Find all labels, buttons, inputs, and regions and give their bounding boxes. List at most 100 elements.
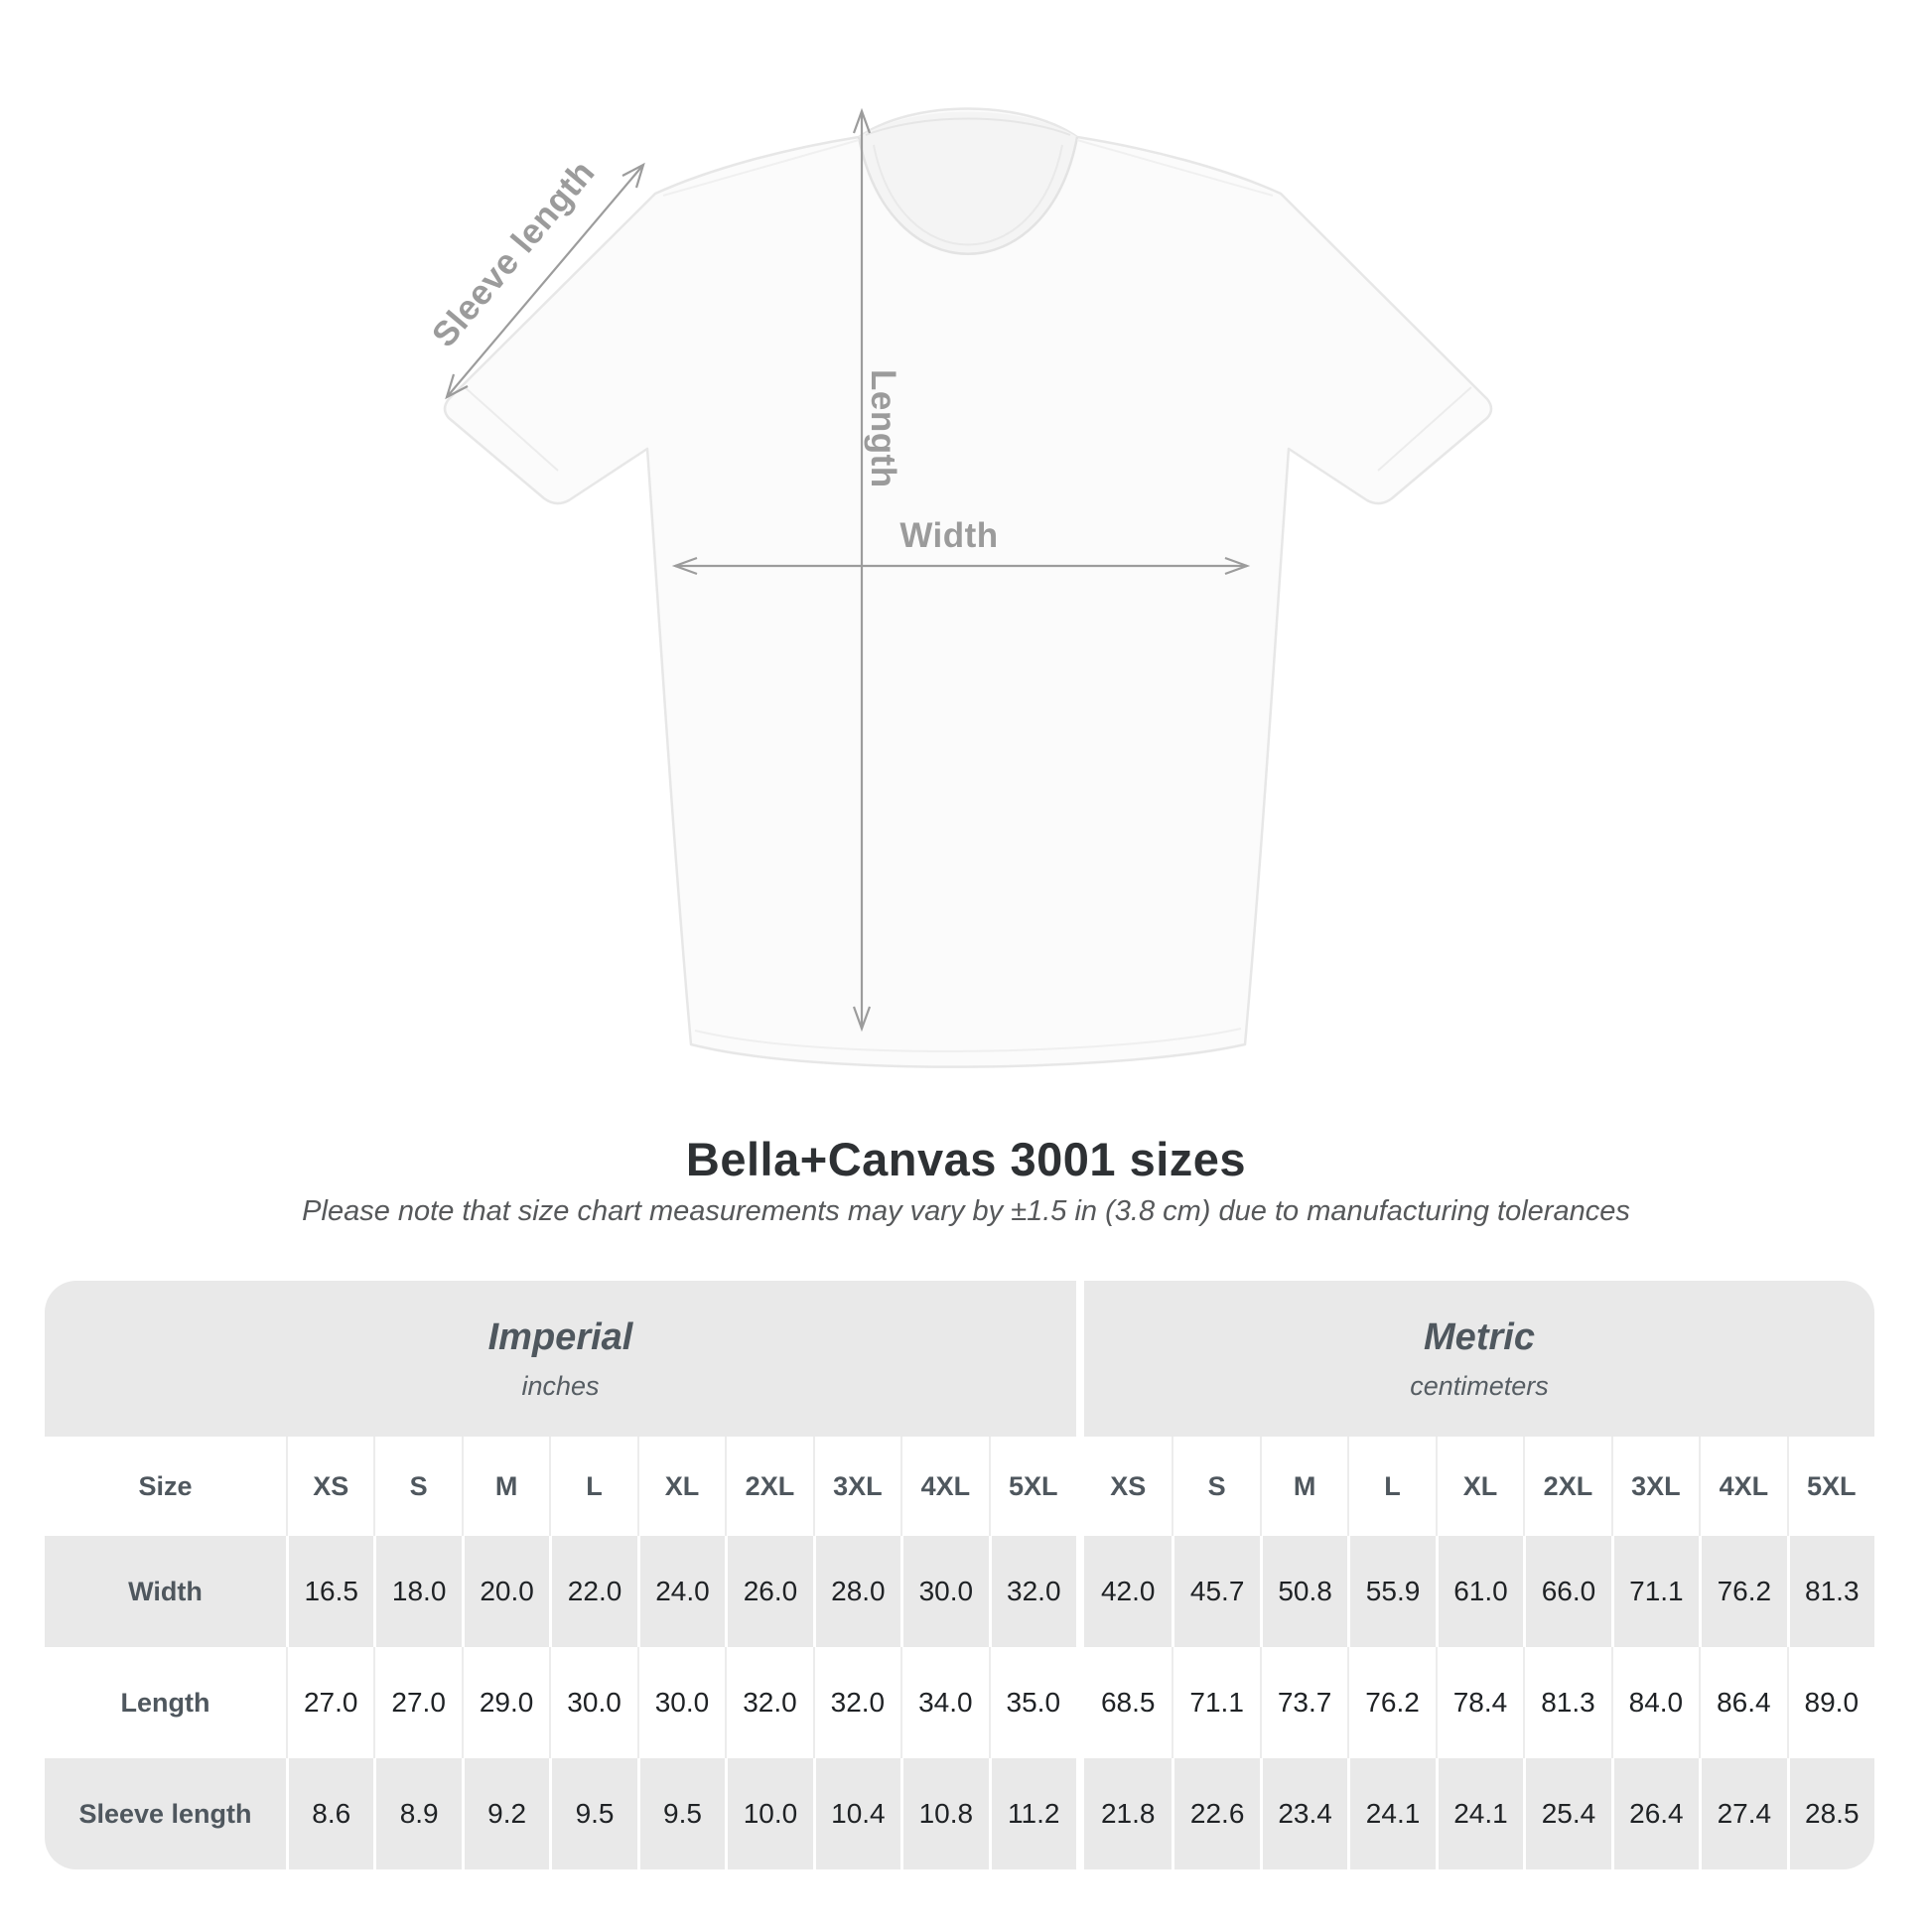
value-cell-metric: 71.1 [1610, 1536, 1699, 1647]
column-gap [1075, 1536, 1084, 1647]
value-cell-metric: 73.7 [1259, 1647, 1347, 1758]
page-title: Bella+Canvas 3001 sizes [685, 1133, 1247, 1185]
value-cell-imperial: 30.0 [900, 1536, 988, 1647]
length-label: Length [864, 369, 902, 488]
value-cell-metric: 76.2 [1347, 1647, 1435, 1758]
size-column-header-imperial: 2XL [725, 1437, 812, 1536]
unit-group-label: Imperial [487, 1315, 633, 1358]
tshirt-measurement-diagram: Sleeve length Length Width [425, 107, 1493, 1068]
size-column-header-metric: XS [1110, 1470, 1147, 1501]
value-cell-imperial: 10.4 [812, 1758, 900, 1869]
value-cell-imperial: 35.0 [988, 1647, 1076, 1758]
value-cell-metric: 84.0 [1610, 1647, 1699, 1758]
size-column-header-metric: 5XL [1786, 1437, 1874, 1536]
value-cell-imperial: 20.0 [461, 1536, 549, 1647]
size-header: Size [138, 1470, 193, 1501]
value-cell-metric: 55.9 [1347, 1536, 1435, 1647]
tshirt-body [443, 107, 1493, 1068]
tshirt-cuff-left [464, 386, 559, 472]
tshirt-collar-outer [857, 136, 1079, 255]
value-cell-imperial: 30.0 [636, 1647, 725, 1758]
value-cell-imperial: 16.5 [286, 1536, 373, 1647]
value-cell-imperial: 11.2 [988, 1758, 1076, 1869]
value-cell-metric: 28.5 [1786, 1758, 1874, 1869]
value-cell-imperial: 24.0 [636, 1536, 725, 1647]
unit-group-imperial: Imperial inches [45, 1281, 1076, 1437]
value-cell-metric: 71.1 [1172, 1647, 1259, 1758]
size-column-header-imperial: L [549, 1437, 636, 1536]
tshirt-cuff-right [1377, 386, 1472, 472]
value-cell-metric: 25.4 [1523, 1758, 1610, 1869]
size-column-header-metric: S [1172, 1437, 1259, 1536]
size-column-header-metric: 2XL [1523, 1437, 1610, 1536]
column-gap [1075, 1758, 1084, 1869]
row-label: Length [120, 1687, 210, 1718]
table-row: Length 27.0 27.0 29.0 30.0 30.0 32.0 32.0 34.0 35… [45, 1647, 1874, 1758]
value-cell-metric: 68.5 [1100, 1687, 1156, 1718]
table-row: Sleeve length 8.6 8.9 9.2 9.5 9.5 10.0 10.4 10.8… [45, 1758, 1874, 1869]
value-cell-imperial: 10.8 [900, 1758, 988, 1869]
value-cell-metric: 76.2 [1699, 1536, 1786, 1647]
value-cell-imperial: 34.0 [900, 1647, 988, 1758]
table-row: Size XS S M L XL 2XL 3XL 4XL 5XL XS S M L XL 2XL 3XL 4XL 5… [45, 1437, 1874, 1536]
unit-group-sublabel: centimeters [1410, 1370, 1549, 1401]
value-cell-metric: 27.4 [1699, 1758, 1786, 1869]
size-column-header-imperial: 4XL [900, 1437, 988, 1536]
width-arrow [671, 556, 1251, 576]
size-column-header-imperial: 3XL [812, 1437, 900, 1536]
size-table-rows: Size XS S M L XL 2XL 3XL 4XL 5XL XS S M L XL 2XL 3XL 4XL 5… [45, 1437, 1874, 1869]
value-cell-imperial: 8.9 [373, 1758, 461, 1869]
value-cell-imperial: 27.0 [373, 1647, 461, 1758]
size-column-header-metric: XL [1435, 1437, 1523, 1536]
value-cell-metric: 50.8 [1259, 1536, 1347, 1647]
value-cell-metric: 22.6 [1172, 1758, 1259, 1869]
tolerance-note: Please note that size chart measurements… [302, 1195, 1630, 1227]
value-cell-imperial: 9.2 [461, 1758, 549, 1869]
value-cell-metric: 66.0 [1523, 1536, 1610, 1647]
unit-band-gap [1076, 1281, 1084, 1437]
length-arrow [852, 107, 872, 1033]
value-cell-imperial: 8.6 [286, 1758, 373, 1869]
value-cell-imperial: 9.5 [549, 1758, 636, 1869]
unit-band: Imperial inches Metric centimeters [45, 1281, 1874, 1437]
value-cell-imperial: 10.0 [725, 1758, 812, 1869]
table-row: Width 16.5 18.0 20.0 22.0 24.0 26.0 28.0 30.0 32.… [45, 1536, 1874, 1647]
sleeve-length-arrow [445, 162, 645, 400]
size-column-header-metric: 4XL [1699, 1437, 1786, 1536]
size-column-header-imperial: XS [286, 1437, 373, 1536]
value-cell-imperial: 27.0 [286, 1647, 373, 1758]
value-cell-metric: 21.8 [1100, 1798, 1156, 1829]
value-cell-metric: 61.0 [1435, 1536, 1523, 1647]
value-cell-metric: 89.0 [1786, 1647, 1874, 1758]
tshirt-neck-opening [859, 111, 1077, 254]
column-gap [1075, 1437, 1084, 1536]
value-cell-metric: 81.3 [1523, 1647, 1610, 1758]
size-column-header-metric: L [1347, 1437, 1435, 1536]
size-column-header-imperial: S [373, 1437, 461, 1536]
size-column-header-imperial: XL [636, 1437, 725, 1536]
value-cell-imperial: 29.0 [461, 1647, 549, 1758]
value-cell-metric: 86.4 [1699, 1647, 1786, 1758]
value-cell-metric: 24.1 [1435, 1758, 1523, 1869]
tshirt-shoulder-seam-right [1076, 139, 1274, 197]
unit-group-label: Metric [1424, 1315, 1535, 1358]
value-cell-imperial: 22.0 [549, 1536, 636, 1647]
size-column-header-metric: 3XL [1610, 1437, 1699, 1536]
value-cell-imperial: 32.0 [725, 1647, 812, 1758]
size-table: Imperial inches Metric centimeters Size X… [45, 1281, 1874, 1869]
tshirt-hem-stitch [694, 1028, 1242, 1052]
value-cell-imperial: 26.0 [725, 1536, 812, 1647]
value-cell-metric: 24.1 [1347, 1758, 1435, 1869]
row-label: Width [128, 1576, 203, 1606]
value-cell-metric: 23.4 [1259, 1758, 1347, 1869]
row-label: Sleeve length [78, 1798, 252, 1829]
size-column-header-imperial: 5XL [988, 1437, 1076, 1536]
size-column-header-imperial: M [461, 1437, 549, 1536]
tshirt-shoulder-seam-left [662, 139, 860, 197]
value-cell-imperial: 32.0 [812, 1647, 900, 1758]
value-cell-imperial: 28.0 [812, 1536, 900, 1647]
value-cell-metric: 26.4 [1610, 1758, 1699, 1869]
value-cell-imperial: 9.5 [636, 1758, 725, 1869]
unit-group-metric: Metric centimeters [1084, 1281, 1874, 1437]
